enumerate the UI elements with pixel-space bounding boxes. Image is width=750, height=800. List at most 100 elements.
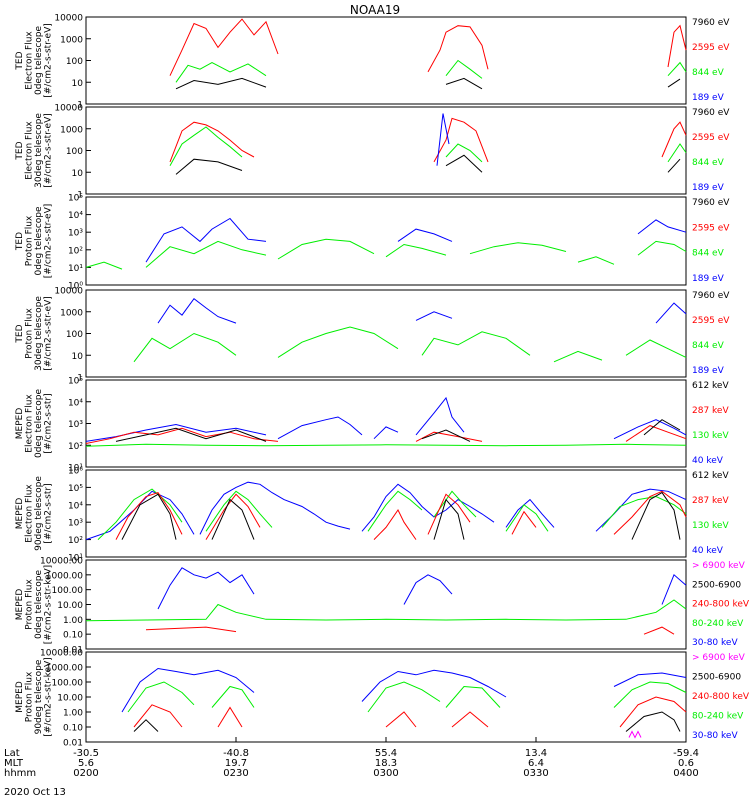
y-axis-label: MEPEDProton Flux90deg telescope[#/cm2-s-… [15, 657, 54, 736]
plot-frame [85, 379, 687, 468]
series-line-red [85, 427, 279, 444]
y-tick-label: 100 [66, 147, 83, 157]
legend-entry: 130 keV [692, 521, 729, 531]
series-line-green [505, 504, 549, 532]
y-tick-label: 10³ [68, 519, 83, 529]
series-line-magenta [628, 730, 642, 739]
series-line-green [469, 242, 567, 255]
legend-entry: 2595 eV [692, 316, 730, 326]
series-line-green [613, 681, 687, 708]
plot-frame [85, 651, 687, 743]
legend-entry: 130 keV [692, 431, 729, 441]
series-line-green [667, 143, 687, 163]
series-line-green [85, 261, 123, 270]
y-tick-label: 10000.00 [40, 649, 83, 659]
y-tick-label: 10000 [54, 287, 83, 297]
legend-entry: 240-800 keV [692, 692, 750, 702]
series-line-blue [85, 423, 267, 442]
y-tick-label: 10.00 [57, 601, 83, 611]
series-line-red [625, 425, 687, 442]
y-tick-label: 10000 [54, 14, 83, 24]
series-line-blue [415, 396, 465, 436]
footer-value: 55.4 [375, 748, 397, 759]
y-axis-label: MEPEDElectron Flux90deg telescope[#/cm2-… [15, 476, 54, 551]
series-line-black [211, 498, 255, 540]
series-line-blue [595, 488, 687, 532]
legend-entry: 7960 eV [692, 108, 730, 118]
series-line-red [385, 711, 417, 728]
footer-value: 5.6 [78, 758, 94, 769]
plot-frame [85, 16, 687, 105]
plot-frame [85, 289, 687, 378]
y-tick-label: 10⁴ [68, 501, 83, 511]
series-line-green [445, 143, 483, 163]
y-tick-label: 1000 [60, 35, 83, 45]
series-line-green [367, 490, 423, 532]
series-line-black [445, 77, 483, 90]
series-line-green [421, 331, 531, 356]
series-line-black [133, 719, 159, 732]
series-line-blue [157, 297, 237, 324]
series-line-red [619, 696, 687, 728]
y-tick-label: 0.10 [63, 724, 83, 734]
footer-row-label: Lat [4, 748, 20, 759]
series-line-green [445, 685, 501, 708]
series-line-red [667, 24, 687, 68]
legend-entry: 844 eV [692, 249, 725, 259]
footer-value: 13.4 [525, 748, 547, 759]
legend-entry: 287 keV [692, 496, 729, 506]
y-axis-label: TEDElectron Flux30deg telescope[#/cm2-s-… [15, 113, 54, 188]
series-line-blue [85, 490, 195, 541]
panel-4: 10000 1000 100 10 1 TEDProton Flux30deg teles… [15, 287, 730, 384]
y-tick-label: 10 [72, 169, 84, 179]
y-tick-label: 10¹ [68, 554, 83, 564]
footer-value: 19.7 [225, 758, 247, 769]
legend-entry: 7960 eV [692, 291, 730, 301]
legend-entry: 2500-6900 [692, 580, 741, 590]
y-tick-label: 1000 [60, 308, 83, 318]
series-line-green [667, 61, 687, 77]
series-line-green [127, 681, 195, 713]
panel-3: 10⁵ 10⁴ 10³ 10² 10¹ 10⁰ TEDProton Flux0deg tel… [15, 194, 730, 292]
y-tick-label: 1000.00 [46, 664, 83, 674]
series-line-blue [403, 574, 453, 605]
series-line-green [169, 126, 243, 166]
series-line-blue [397, 228, 453, 242]
y-tick-label: 1 [77, 101, 83, 111]
y-tick-label: 10⁴ [68, 211, 83, 221]
series-line-blue [373, 426, 399, 440]
footer-value: -40.8 [223, 748, 249, 759]
series-line-blue [277, 416, 363, 440]
footer-value: 0300 [373, 768, 398, 779]
legend-entry: 189 eV [692, 274, 725, 284]
series-line-black [115, 427, 267, 442]
y-tick-label: 10 [72, 79, 84, 89]
y-tick-label: 100.00 [52, 679, 84, 689]
series-line-green [85, 443, 687, 447]
y-tick-label: 100 [66, 330, 83, 340]
series-line-red [373, 509, 417, 540]
y-tick-label: 0.10 [63, 631, 83, 641]
y-axis-label: TEDProton Flux30deg telescope[#/cm2-s-st… [15, 296, 54, 371]
legend-entry: 30-80 keV [692, 638, 738, 648]
series-line-black [667, 78, 681, 88]
panel-8: 10000.00 1000.00 100.00 10.00 1.00 0.10 0.01 ME… [15, 649, 750, 749]
series-line-green [445, 59, 483, 79]
y-tick-label: 10² [68, 246, 83, 256]
y-tick-label: 10⁴ [68, 398, 83, 408]
y-tick-label: 10⁵ [68, 377, 83, 387]
series-line-black [667, 158, 681, 173]
series-line-blue [121, 667, 255, 713]
panel-1: 10000 1000 100 10 1 TEDElectron Flux0deg tele… [15, 14, 730, 111]
series-line-red [217, 706, 243, 728]
series-line-green [601, 495, 687, 528]
y-tick-label: 10⁶ [68, 467, 83, 477]
y-tick-label: 1000.00 [46, 571, 83, 581]
legend-entry: 2595 eV [692, 223, 730, 233]
y-tick-label: 10000 [54, 104, 83, 114]
footer-value: 0200 [73, 768, 98, 779]
series-line-black [433, 498, 465, 540]
y-tick-label: 1000 [60, 125, 83, 135]
series-line-blue [199, 481, 351, 535]
footer-value: 0330 [523, 768, 548, 779]
